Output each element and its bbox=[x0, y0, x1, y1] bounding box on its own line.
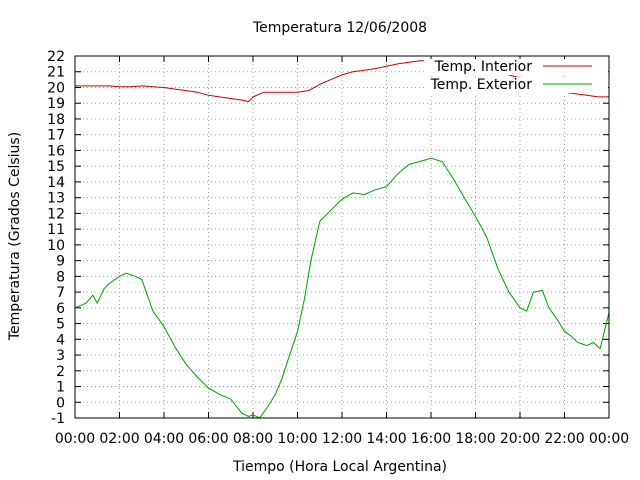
x-tick-label: 10:00 bbox=[277, 431, 317, 447]
y-tick-label: 18 bbox=[47, 112, 65, 128]
y-tick-label: 14 bbox=[47, 175, 65, 191]
legend-background bbox=[424, 59, 608, 75]
y-tick-label: 7 bbox=[56, 285, 65, 301]
x-tick-label: 00:00 bbox=[55, 431, 95, 447]
y-tick-label: 0 bbox=[56, 395, 65, 411]
y-tick-label: 5 bbox=[56, 317, 65, 333]
y-tick-label: 17 bbox=[47, 128, 65, 144]
series-line-temp-exterior bbox=[74, 157, 610, 419]
plot-frame bbox=[74, 55, 610, 419]
x-tick-label: 22:00 bbox=[544, 431, 584, 447]
legend-label: Temp. Interior bbox=[434, 59, 533, 75]
x-tick-label: 00:00 bbox=[589, 431, 629, 447]
y-tick-label: 2 bbox=[56, 364, 65, 380]
y-tick-label: -1 bbox=[51, 411, 65, 427]
y-tick-label: 16 bbox=[47, 143, 65, 159]
y-tick-label: 4 bbox=[56, 332, 65, 348]
y-tick-label: 1 bbox=[56, 380, 65, 396]
x-tick-label: 08:00 bbox=[233, 431, 273, 447]
x-tick-label: 20:00 bbox=[500, 431, 540, 447]
x-axis-label: Tiempo (Hora Local Argentina) bbox=[232, 459, 447, 475]
x-tick-label: 04:00 bbox=[144, 431, 184, 447]
x-tick-label: 16:00 bbox=[411, 431, 451, 447]
x-tick-label: 12:00 bbox=[322, 431, 362, 447]
legend-label: Temp. Exterior bbox=[430, 77, 533, 93]
y-tick-label: 6 bbox=[56, 301, 65, 317]
y-tick-label: 21 bbox=[47, 65, 65, 81]
axis-ticks: -101234567891011121314151617181920212200… bbox=[47, 49, 629, 447]
y-tick-label: 9 bbox=[56, 254, 65, 270]
y-tick-label: 15 bbox=[47, 159, 65, 175]
y-axis-label: Temperatura (Grados Celsius) bbox=[7, 132, 23, 341]
legend: Temp. Interior Temp. Exterior bbox=[424, 59, 608, 93]
y-tick-label: 22 bbox=[47, 49, 65, 65]
y-tick-label: 12 bbox=[47, 206, 65, 222]
grid-lines bbox=[75, 56, 609, 418]
x-tick-label: 06:00 bbox=[188, 431, 228, 447]
chart-title: Temperatura 12/06/2008 bbox=[252, 20, 427, 36]
x-tick-label: 02:00 bbox=[99, 431, 139, 447]
y-tick-label: 19 bbox=[47, 96, 65, 112]
x-tick-label: 14:00 bbox=[366, 431, 406, 447]
y-tick-label: 11 bbox=[47, 222, 65, 238]
y-tick-label: 13 bbox=[47, 191, 65, 207]
y-tick-label: 10 bbox=[47, 238, 65, 254]
y-tick-label: 8 bbox=[56, 269, 65, 285]
y-tick-label: 20 bbox=[47, 80, 65, 96]
legend-background bbox=[424, 77, 608, 93]
x-tick-label: 18:00 bbox=[455, 431, 495, 447]
y-tick-label: 3 bbox=[56, 348, 65, 364]
